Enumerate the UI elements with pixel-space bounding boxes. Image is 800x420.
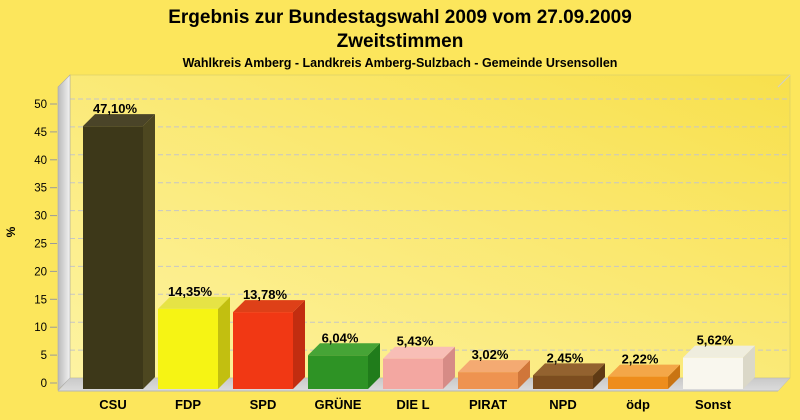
x-axis-label: NPD [549,397,576,412]
bar-value-label: 2,45% [547,350,584,365]
bar-ödp: 2,22% ödp [608,352,680,412]
bar-side-face [443,346,455,389]
chart-subtitle: Zweitstimmen [336,31,464,52]
bar-value-label: 5,43% [397,334,434,349]
bar-side-face [593,363,605,389]
bar-npd: 2,45% NPD [533,350,605,412]
bar-value-label: 13,78% [243,287,288,302]
y-tick-label: 30 [34,211,47,223]
y-tick-label: 5 [41,350,47,362]
bar-value-label: 5,62% [697,333,734,348]
y-tick-label: 10 [34,322,47,334]
x-axis-label: CSU [99,397,126,412]
chart-title: Ergebnis zur Bundestagswahl 2009 vom 27.… [168,7,632,28]
bar-top-face [683,345,755,358]
bar-top-face [533,363,605,376]
bar-side-face [668,364,680,389]
y-tick-label: 15 [34,294,47,306]
bar-side-face [218,296,230,389]
x-axis-label: PIRAT [469,397,507,412]
bar-value-label: 2,22% [622,352,659,367]
y-tick-label: 20 [34,266,47,278]
y-tick-label: 40 [34,155,47,167]
bar-front-face [308,355,368,389]
y-tick-label: 45 [34,127,47,139]
bar-front-face [683,357,743,389]
bar-value-label: 14,35% [168,284,213,299]
bar-top-face [83,114,155,127]
bar-front-face [158,308,218,389]
bar-top-face [608,364,680,377]
bar-value-label: 47,10% [93,101,138,116]
x-axis-label: Sonst [695,397,732,412]
y-tick-label: 35 [34,183,47,195]
bar-top-face [383,346,455,359]
bar-top-face [308,343,380,356]
bar-side-face [143,114,155,389]
y-tick-label: 50 [34,99,47,111]
y-tick-label: 0 [41,378,47,390]
bar-top-face [458,360,530,373]
bar-front-face [233,312,293,389]
bar-side-face [293,300,305,389]
bar-top-face [233,300,305,313]
x-axis-label: DIE L [396,397,429,412]
x-axis-label: GRÜNE [315,397,362,412]
bar-front-face [608,376,668,389]
x-axis-label: FDP [175,397,201,412]
bar-front-face [458,372,518,389]
bar-side-face [743,345,755,389]
bar-grüne: 6,04% GRÜNE [308,330,380,412]
x-axis-label: SPD [250,397,277,412]
bar-value-label: 6,04% [322,330,359,345]
y-axis: 0 5 10 15 20 25 30 35 40 45 50 [34,99,57,390]
bar-top-face [158,296,230,309]
x-axis-label: ödp [626,397,650,412]
bar-front-face [383,358,443,389]
bar-value-label: 3,02% [472,347,509,362]
bar-pirat: 3,02% PIRAT [458,347,530,412]
bar-side-face [518,360,530,389]
y-axis-title: % [4,226,18,237]
bar-front-face [533,375,593,389]
chart-region-line: Wahlkreis Amberg - Landkreis Amberg-Sulz… [182,56,618,70]
bar-front-face [83,126,143,389]
bar-fdp: 14,35% FDP [158,284,230,412]
bar-sonst: 5,62% Sonst [683,333,755,412]
bar-csu: 47,10% CSU [83,101,155,412]
plot-corner-edge [777,74,791,88]
gridlines [70,98,790,351]
bar-spd: 13,78% SPD [233,287,305,412]
bar-die-l: 5,43% DIE L [383,334,455,412]
bar-side-face [368,343,380,389]
plot-left-wall [57,74,71,391]
y-tick-label: 25 [34,239,47,251]
